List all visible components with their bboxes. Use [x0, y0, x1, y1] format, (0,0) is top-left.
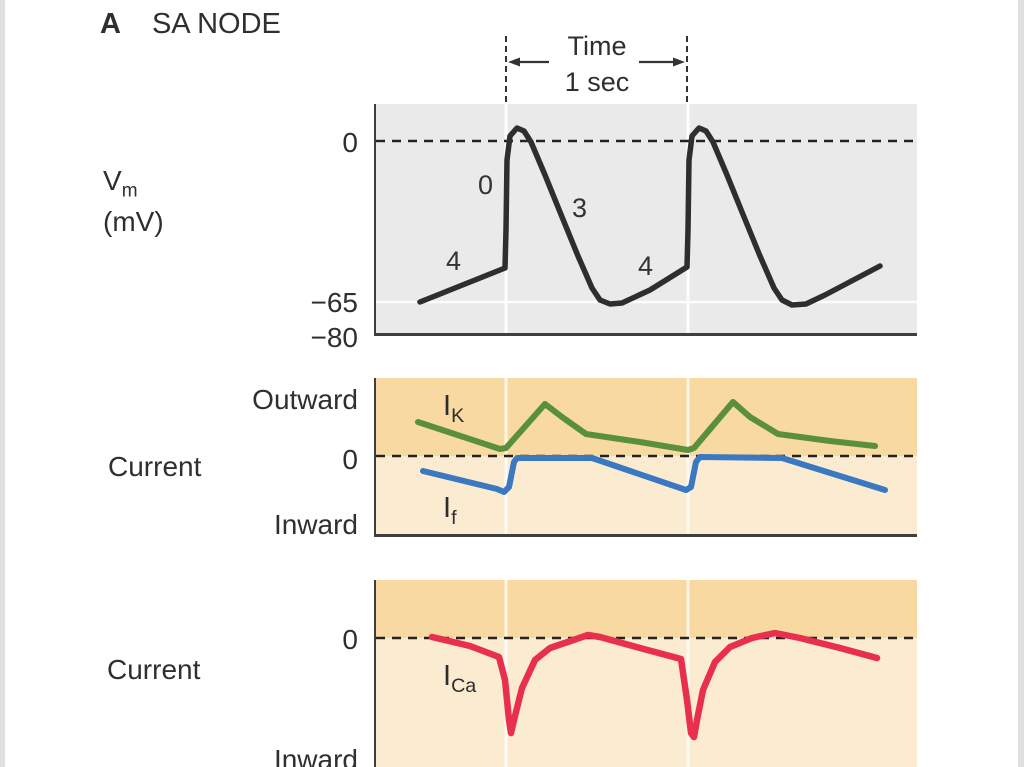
slide-right-edge [1018, 0, 1024, 767]
bot-tick-inward: Inward [273, 744, 358, 767]
ica-series-label: ICa [443, 660, 477, 697]
ikf-plot-svg [376, 378, 917, 534]
slide-left-edge [0, 0, 5, 767]
title-text: SA NODE [151, 8, 281, 40]
vm-symbol: Vm [103, 165, 138, 202]
phase-3-label: 3 [572, 193, 588, 223]
vm-tick-minus80: −80 [310, 322, 359, 353]
time-span-arrows-icon [508, 57, 685, 67]
time-marker-left-line [505, 36, 507, 102]
mid-tick-inward: Inward [273, 509, 358, 540]
time-span-annotation: Time 1 sec [505, 31, 689, 103]
mid-tick-outward: Outward [252, 384, 358, 415]
time-value: 1 sec [564, 67, 630, 97]
vm-tick-minus65: −65 [310, 287, 359, 318]
time-marker-right-line [686, 36, 688, 102]
if-series-label: If [443, 492, 457, 529]
vm-axis-label: Vm (mV) [103, 166, 164, 237]
bot-tick-zero: 0 [342, 624, 358, 655]
current-axis-label-bottom: Current [107, 654, 201, 685]
panel-ica-plot [374, 580, 917, 767]
ik-series-label: IK [443, 390, 465, 427]
phase-4-label-first: 4 [446, 246, 462, 276]
phase-4-label-second: 4 [638, 251, 654, 281]
vm-plot-svg [376, 104, 917, 333]
panel-ikf-plot [374, 378, 917, 537]
phase-0-label: 0 [478, 170, 494, 200]
panel-vm-plot [374, 104, 917, 336]
panel-letter: A [100, 8, 121, 40]
figure-title: A SA NODE [100, 8, 281, 41]
ica-plot-svg [376, 580, 917, 767]
arrow-left-icon [508, 57, 549, 67]
arrow-right-icon [639, 57, 685, 67]
time-label: Time [567, 31, 627, 61]
mid-tick-zero: 0 [342, 444, 358, 475]
vm-unit: (mV) [103, 205, 164, 237]
vm-tick-0: 0 [342, 127, 358, 158]
current-axis-label-middle: Current [108, 451, 202, 482]
